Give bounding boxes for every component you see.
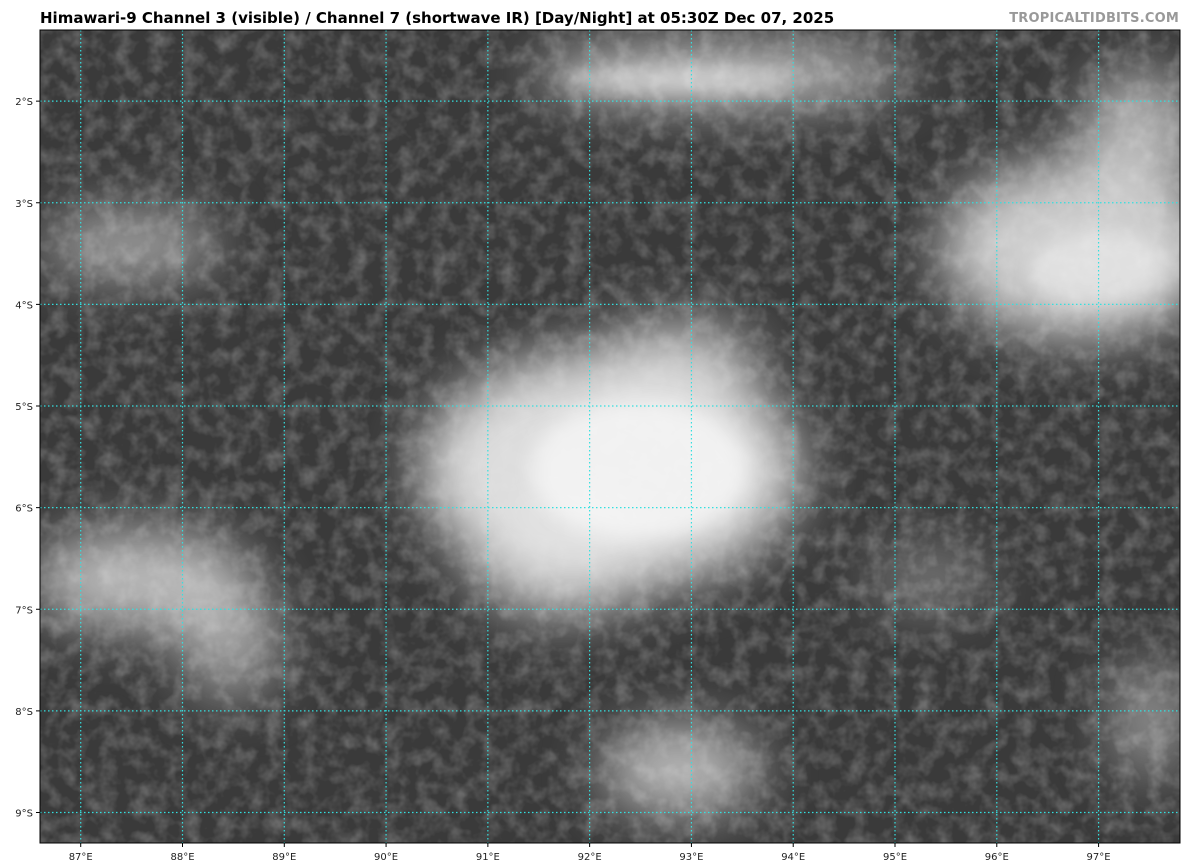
lon-label: 96°E <box>985 852 1009 863</box>
map-title: Himawari-9 Channel 3 (visible) / Channel… <box>40 9 835 27</box>
lat-label: 8°S <box>15 707 33 718</box>
lat-lon-grid <box>40 30 1180 843</box>
map-frame <box>39 29 1181 844</box>
lon-label: 97°E <box>1087 852 1111 863</box>
lon-label: 93°E <box>679 852 703 863</box>
lat-label: 7°S <box>15 605 33 616</box>
lon-label: 95°E <box>883 852 907 863</box>
lon-label: 94°E <box>781 852 805 863</box>
lat-label: 2°S <box>15 97 33 108</box>
lon-label: 89°E <box>272 852 296 863</box>
lon-label: 87°E <box>69 852 93 863</box>
lon-label: 92°E <box>578 852 602 863</box>
satellite-image <box>40 30 1180 843</box>
watermark: TROPICALTIDBITS.COM <box>1009 11 1179 26</box>
lat-label: 9°S <box>15 809 33 820</box>
lon-label: 91°E <box>476 852 500 863</box>
axis-ticks: 87°E 88°E 89°E 90°E 91°E 92°E 93°E 94°E 95°E 96°E… <box>15 97 1110 863</box>
lat-label: 6°S <box>15 504 33 515</box>
lat-label: 4°S <box>15 300 33 311</box>
lon-label: 88°E <box>170 852 194 863</box>
lat-label: 3°S <box>15 199 33 210</box>
lat-label: 5°S <box>15 402 33 413</box>
lon-label: 90°E <box>374 852 398 863</box>
